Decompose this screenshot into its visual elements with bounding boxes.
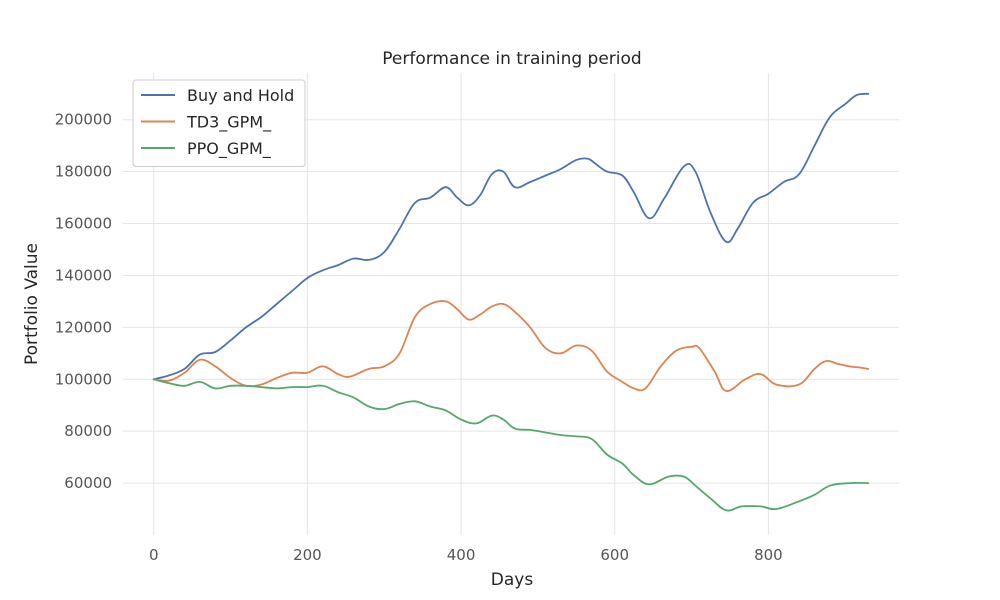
x-tick-label: 400: [447, 546, 476, 564]
x-tick-label: 0: [149, 546, 159, 564]
legend-box: [132, 79, 306, 167]
x-tick-label: 800: [754, 546, 783, 564]
legend-label: TD3_GPM_: [186, 113, 272, 133]
x-axis-label: Days: [491, 570, 534, 590]
legend: Buy and Hold TD3_GPM_ PPO_GPM_: [132, 79, 306, 167]
y-tick-label: 80000: [64, 422, 112, 440]
y-tick-label: 120000: [55, 318, 112, 336]
legend-label: Buy and Hold: [187, 86, 294, 105]
y-tick-label: 200000: [55, 111, 112, 129]
series-line-2: [152, 300, 870, 392]
chart-title: Performance in training period: [382, 49, 641, 69]
y-tick-label: 140000: [55, 266, 112, 284]
series-lines: [152, 92, 870, 512]
y-axis-label: Portfolio Value: [22, 243, 42, 365]
y-tick-label: 60000: [64, 474, 112, 492]
series-line-1: [152, 92, 870, 381]
x-tick-label: 200: [293, 546, 322, 564]
legend-label: PPO_GPM_: [187, 139, 272, 159]
y-tick-label: 100000: [55, 370, 112, 388]
y-tick-label: 160000: [55, 215, 112, 233]
tick-labels: 0 200 400 600 800 60000 80000 100000 120000 14000…: [55, 111, 783, 564]
grid: [123, 73, 899, 535]
series-line-3: [152, 378, 870, 512]
y-tick-label: 180000: [55, 163, 112, 181]
x-tick-label: 600: [600, 546, 629, 564]
